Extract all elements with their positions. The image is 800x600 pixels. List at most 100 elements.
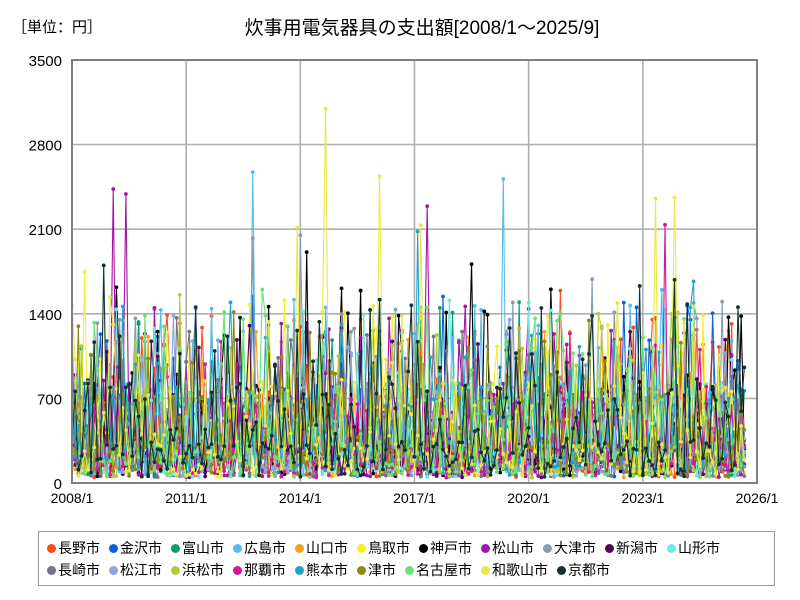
legend-item-神戸市[interactable]: 神戸市: [419, 541, 472, 555]
legend-item-広島市[interactable]: 広島市: [233, 541, 286, 555]
data-point: [79, 344, 84, 348]
data-point: [152, 306, 157, 310]
data-point: [349, 329, 353, 334]
data-point: [729, 389, 734, 394]
data-point: [425, 305, 430, 310]
data-point: [704, 441, 709, 446]
data-point: [399, 440, 404, 444]
data-point: [672, 475, 677, 479]
data-point: [545, 461, 550, 466]
data-point: [155, 361, 160, 366]
y-axis-tick-label: 2800: [29, 138, 62, 155]
data-point: [101, 470, 106, 474]
data-point: [158, 307, 163, 312]
legend-item-新潟市[interactable]: 新潟市: [605, 541, 658, 555]
legend-item-長野市[interactable]: 長野市: [47, 541, 100, 555]
data-point: [323, 371, 328, 376]
data-point: [219, 361, 223, 366]
data-point: [358, 432, 363, 436]
data-point: [732, 463, 737, 467]
data-point: [171, 467, 176, 472]
data-point: [269, 384, 274, 389]
data-point: [447, 298, 452, 303]
data-point: [571, 426, 575, 431]
data-point: [739, 463, 744, 468]
legend-item-大津市[interactable]: 大津市: [543, 541, 596, 555]
data-point: [184, 451, 189, 456]
legend-item-富山市[interactable]: 富山市: [171, 541, 224, 555]
legend-item-那覇市[interactable]: 那覇市: [233, 563, 286, 577]
data-point: [352, 326, 357, 331]
data-point: [602, 441, 607, 446]
data-point: [196, 475, 201, 479]
data-point: [529, 445, 534, 449]
x-axis-tick-label: 2017/1: [393, 490, 436, 506]
data-point: [533, 383, 537, 388]
data-point: [596, 442, 601, 447]
legend-item-京都市[interactable]: 京都市: [557, 563, 610, 577]
legend-item-和歌山市[interactable]: 和歌山市: [481, 563, 548, 577]
data-point: [574, 457, 579, 462]
data-point: [92, 340, 97, 345]
legend-item-金沢市[interactable]: 金沢市: [109, 541, 162, 555]
data-point: [206, 450, 211, 455]
data-point: [621, 300, 626, 305]
data-point: [187, 390, 192, 395]
data-point: [434, 467, 439, 472]
legend-item-松山市[interactable]: 松山市: [481, 541, 534, 555]
data-point: [158, 367, 163, 371]
data-point: [450, 335, 455, 340]
legend-label: 京都市: [568, 562, 610, 578]
legend-item-松江市[interactable]: 松江市: [109, 563, 162, 577]
data-point: [571, 460, 575, 465]
legend-label: 金沢市: [120, 540, 162, 556]
data-point: [263, 424, 268, 428]
data-point: [720, 388, 725, 393]
legend-item-名古屋市[interactable]: 名古屋市: [405, 563, 472, 577]
data-point: [504, 396, 509, 400]
legend-item-津市[interactable]: 津市: [357, 563, 396, 577]
data-point: [279, 413, 284, 418]
data-point: [742, 474, 747, 479]
data-point: [365, 444, 369, 448]
data-point: [434, 333, 439, 337]
data-point: [403, 448, 407, 453]
data-point: [200, 325, 204, 330]
data-point: [333, 371, 338, 376]
data-point: [564, 417, 569, 422]
legend-item-山形市[interactable]: 山形市: [667, 541, 720, 555]
data-point: [707, 474, 712, 479]
data-point: [606, 408, 610, 413]
data-point: [558, 310, 563, 315]
data-point: [393, 406, 398, 411]
data-point: [317, 319, 322, 324]
data-point: [276, 463, 281, 468]
data-point: [507, 416, 512, 420]
legend-item-浜松市[interactable]: 浜松市: [171, 563, 224, 577]
data-point: [517, 468, 522, 472]
data-point: [514, 351, 518, 356]
data-point: [558, 288, 563, 293]
data-point: [133, 467, 138, 472]
data-point: [390, 462, 395, 467]
legend-item-熊本市[interactable]: 熊本市: [295, 563, 348, 577]
legend-marker-icon: [357, 543, 366, 553]
legend-marker-icon: [605, 543, 614, 553]
data-point: [235, 385, 239, 390]
legend-marker-icon: [295, 543, 304, 553]
data-point: [133, 398, 138, 403]
data-point: [533, 449, 537, 454]
data-point: [590, 474, 594, 479]
data-point: [561, 384, 566, 389]
data-point: [203, 427, 208, 432]
data-point: [257, 473, 262, 478]
legend-item-鳥取市[interactable]: 鳥取市: [357, 541, 410, 555]
data-point: [460, 475, 464, 480]
legend-item-長崎市[interactable]: 長崎市: [47, 563, 100, 577]
legend-item-山口市[interactable]: 山口市: [295, 541, 348, 555]
data-point: [644, 468, 648, 472]
data-point: [685, 428, 690, 433]
data-point: [729, 468, 734, 473]
data-point: [678, 467, 683, 472]
data-point: [577, 458, 582, 463]
